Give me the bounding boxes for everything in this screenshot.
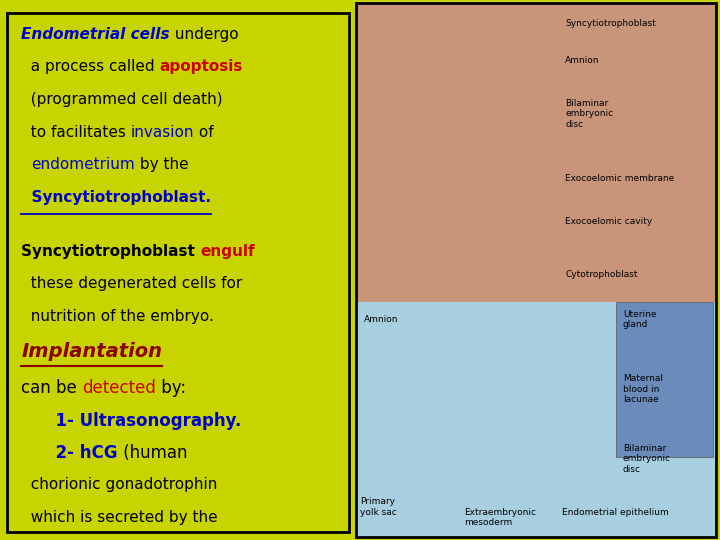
Text: Primary
yolk sac: Primary yolk sac <box>360 497 397 517</box>
Text: detected: detected <box>82 379 156 397</box>
Text: Syncytiotrophoblast: Syncytiotrophoblast <box>565 19 656 28</box>
Text: by:: by: <box>156 379 186 397</box>
Text: (programmed cell death): (programmed cell death) <box>22 92 223 107</box>
Text: which is secreted by the: which is secreted by the <box>22 510 218 524</box>
Text: Syncytiotrophoblast: Syncytiotrophoblast <box>22 244 200 259</box>
Text: Uterine
gland: Uterine gland <box>623 310 657 329</box>
Text: Exocoelomic cavity: Exocoelomic cavity <box>565 217 652 226</box>
Text: 2- hCG: 2- hCG <box>22 444 118 462</box>
Text: Maternal
blood in
lacunae: Maternal blood in lacunae <box>623 374 663 404</box>
Text: 1- Ultrasonography.: 1- Ultrasonography. <box>22 411 242 430</box>
Text: Bilaminar
embryonic
disc: Bilaminar embryonic disc <box>623 444 671 474</box>
Text: Endometrial cells: Endometrial cells <box>22 27 170 42</box>
Bar <box>356 302 716 537</box>
Text: Cytotrophoblast: Cytotrophoblast <box>565 270 638 279</box>
Text: by the: by the <box>135 157 189 172</box>
Text: of: of <box>194 125 214 139</box>
Text: invasion: invasion <box>131 125 194 139</box>
Text: endometrium: endometrium <box>31 157 135 172</box>
Bar <box>356 3 716 302</box>
Text: apoptosis: apoptosis <box>160 59 243 75</box>
Text: Amnion: Amnion <box>364 315 398 325</box>
Text: nutrition of the embryo.: nutrition of the embryo. <box>22 309 214 324</box>
Text: a process called: a process called <box>22 59 160 75</box>
Text: engulf: engulf <box>200 244 255 259</box>
Bar <box>616 302 713 457</box>
Text: Bilaminar
embryonic
disc: Bilaminar embryonic disc <box>565 99 613 129</box>
Text: chorionic gonadotrophin: chorionic gonadotrophin <box>22 477 217 492</box>
Text: Endometrial epithelium: Endometrial epithelium <box>562 508 668 517</box>
Text: Implantation: Implantation <box>22 342 162 361</box>
Text: undergo: undergo <box>170 27 238 42</box>
Text: Extraembryonic
mesoderm: Extraembryonic mesoderm <box>464 508 536 527</box>
Text: can be: can be <box>22 379 82 397</box>
Text: (human: (human <box>118 444 187 462</box>
Text: these degenerated cells for: these degenerated cells for <box>22 276 243 292</box>
Text: to facilitates: to facilitates <box>22 125 131 139</box>
Text: Amnion: Amnion <box>565 56 600 65</box>
Text: Exocoelomic membrane: Exocoelomic membrane <box>565 174 675 183</box>
Text: Syncytiotrophoblast.: Syncytiotrophoblast. <box>22 190 211 205</box>
